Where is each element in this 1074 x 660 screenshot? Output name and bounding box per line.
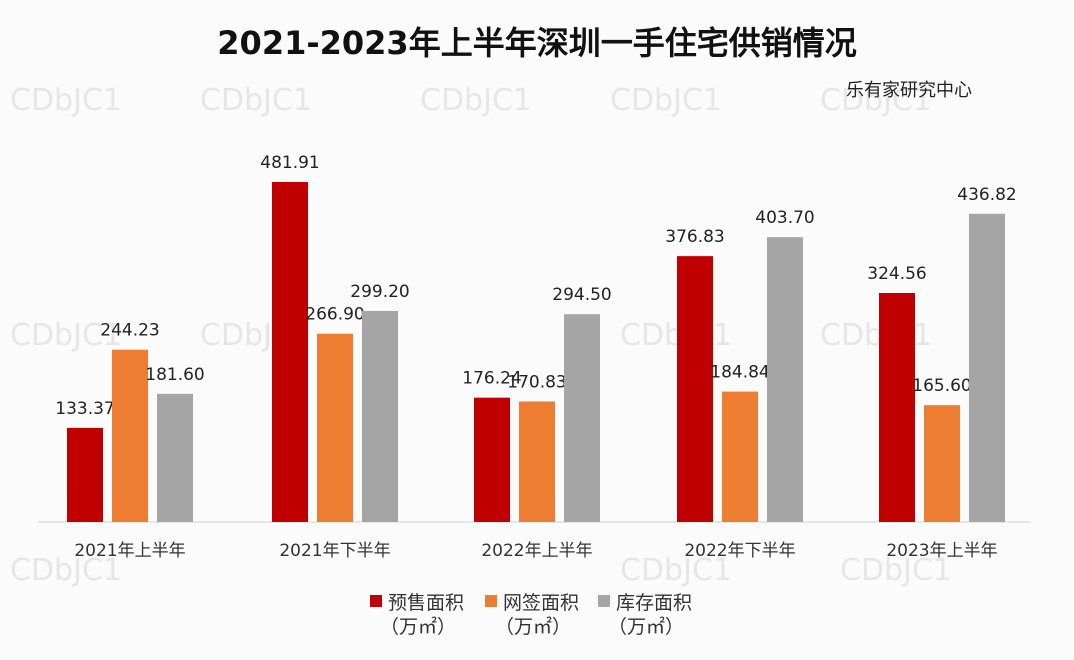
legend-swatch [485, 595, 497, 607]
watermark: CDbJC1 [820, 318, 932, 353]
data-label: 170.83 [507, 372, 566, 392]
bar [677, 256, 713, 522]
legend-label: 库存面积 [616, 592, 692, 614]
data-label: 299.20 [350, 282, 409, 302]
chart-title: 2021-2023年上半年深圳一手住宅供销情况 [217, 24, 857, 62]
watermark: CDbJC1 [820, 83, 932, 118]
bar [519, 401, 555, 522]
watermark: CDbJC1 [620, 553, 732, 588]
x-tick-label: 2021年上半年 [74, 541, 185, 561]
legend-unit: （万㎡） [495, 615, 571, 638]
data-label: 403.70 [755, 208, 814, 228]
watermark: CDbJC1 [420, 83, 532, 118]
bar [157, 393, 193, 522]
watermark: CDbJC1 [840, 553, 952, 588]
data-label: 294.50 [552, 285, 611, 305]
watermark: CDbJC1 [200, 83, 312, 118]
legend-label: 网签面积 [503, 592, 579, 614]
x-tick-label: 2021年下半年 [279, 541, 390, 561]
legend-unit: （万㎡） [380, 615, 456, 638]
data-label: 376.83 [665, 227, 724, 247]
bar [767, 237, 803, 522]
data-label: 184.84 [710, 363, 769, 383]
data-label: 324.56 [867, 264, 926, 284]
bar [969, 213, 1005, 522]
bar [362, 310, 398, 522]
bar [924, 405, 960, 522]
bar [317, 333, 353, 522]
legend-swatch [598, 595, 610, 607]
bar [879, 293, 915, 522]
x-tick-label: 2022年下半年 [684, 541, 795, 561]
bar [474, 397, 510, 522]
data-label: 176.24 [462, 369, 521, 389]
legend-swatch [370, 595, 382, 607]
data-label: 244.23 [100, 321, 159, 341]
legend-label: 预售面积 [388, 592, 464, 614]
data-label: 133.37 [55, 399, 114, 419]
watermark: CDbJC1 [10, 553, 122, 588]
chart-source: 乐有家研究中心 [846, 80, 972, 101]
watermark: CDbJC1 [10, 83, 122, 118]
data-label: 165.60 [912, 376, 971, 396]
bar [112, 349, 148, 522]
x-tick-label: 2022年上半年 [481, 541, 592, 561]
watermark: CDbJC1 [620, 318, 732, 353]
data-label: 436.82 [957, 185, 1016, 205]
bar [67, 427, 103, 522]
bar [564, 314, 600, 522]
data-label: 266.90 [305, 305, 364, 325]
legend-unit: （万㎡） [608, 615, 684, 638]
x-tick-label: 2023年上半年 [886, 541, 997, 561]
bar [722, 391, 758, 522]
data-label: 181.60 [145, 365, 204, 385]
watermark: CDbJC1 [610, 83, 722, 118]
data-label: 481.91 [260, 153, 319, 173]
bar [272, 182, 308, 522]
watermark: CDbJC1 [10, 318, 122, 353]
